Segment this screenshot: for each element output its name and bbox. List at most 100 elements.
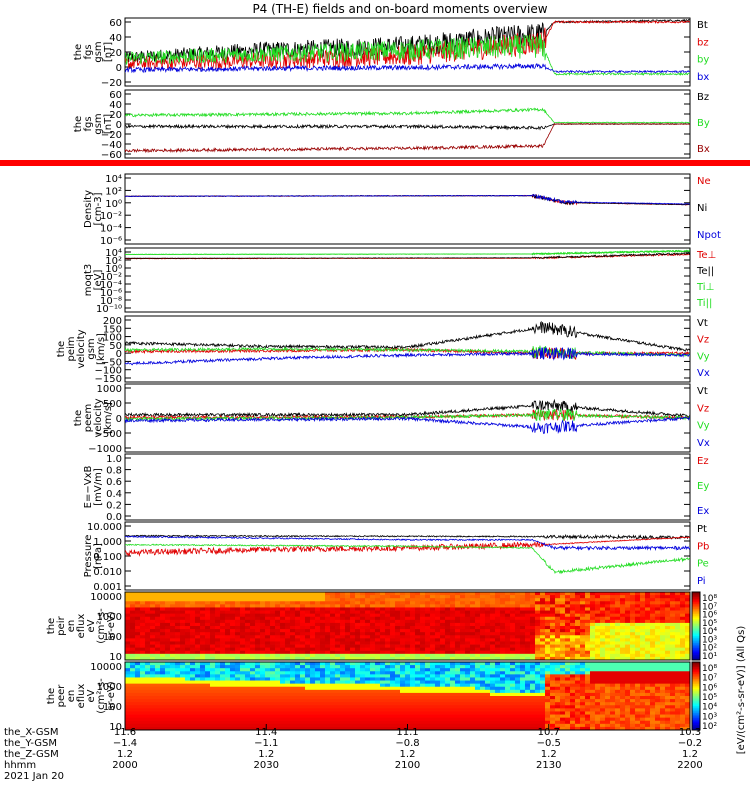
- spectrogram-cell: [340, 671, 346, 675]
- spectrogram-cell: [545, 671, 551, 675]
- spectrogram-cell: [530, 686, 536, 691]
- spectrogram-cell: [315, 671, 321, 675]
- spectrogram-cell: [480, 644, 486, 649]
- spectrogram-cell: [290, 616, 296, 621]
- spectrogram-cell: [560, 595, 566, 599]
- spectrogram-cell: [610, 674, 616, 678]
- spectrogram-cell: [430, 598, 436, 602]
- spectrogram-cell: [625, 641, 631, 645]
- spectrogram-cell: [215, 720, 221, 725]
- spectrogram-cell: [600, 692, 606, 697]
- spectrogram-cell: [215, 723, 221, 728]
- spectrogram-cell: [465, 613, 471, 618]
- spectrogram-cell: [330, 619, 336, 624]
- spectrogram-cell: [440, 638, 446, 642]
- spectrogram-cell: [675, 607, 681, 611]
- spectrogram-cell: [220, 610, 226, 615]
- spectrogram-cell: [510, 595, 516, 599]
- spectrogram-cell: [480, 717, 486, 722]
- spectrogram-cell: [545, 616, 551, 621]
- spectrogram-cell: [320, 723, 326, 728]
- spectrogram-cell: [180, 677, 186, 681]
- spectrogram-cell: [130, 711, 136, 715]
- spectrogram-cell: [245, 610, 251, 615]
- spectrogram-cell: [355, 626, 361, 630]
- spectrogram-cell: [220, 613, 226, 618]
- spectrogram-cell: [390, 616, 396, 621]
- spectrogram-cell: [400, 683, 406, 688]
- spectrogram-cell: [195, 692, 201, 697]
- spectrogram-cell: [290, 696, 296, 700]
- spectrogram-cell: [240, 592, 246, 596]
- y-tick-label: 10⁻⁶: [100, 288, 122, 299]
- spectrogram-cell: [195, 616, 201, 621]
- spectrogram-cell: [405, 683, 411, 688]
- spectrogram-cell: [205, 641, 211, 645]
- spectrogram-cell: [245, 595, 251, 599]
- spectrogram-cell: [555, 656, 561, 661]
- spectrogram-cell: [250, 705, 256, 709]
- spectrogram-cell: [605, 653, 611, 658]
- spectrogram-cell: [590, 632, 596, 636]
- spectrogram-cell: [290, 689, 296, 694]
- spectrogram-cell: [265, 656, 271, 661]
- spectrogram-cell: [225, 689, 231, 694]
- spectrogram-cell: [440, 711, 446, 715]
- colorbar-segment: [692, 600, 700, 603]
- spectrogram-cell: [375, 711, 381, 715]
- spectrogram-cell: [255, 726, 261, 731]
- spectrogram-cell: [330, 626, 336, 630]
- spectrogram-cell: [450, 689, 456, 694]
- spectrogram-cell: [290, 635, 296, 639]
- spectrogram-cell: [395, 638, 401, 642]
- spectrogram-cell: [185, 726, 191, 731]
- spectrogram-cell: [230, 647, 236, 652]
- spectrogram-cell: [140, 677, 146, 681]
- spectrogram-cell: [185, 635, 191, 639]
- spectrogram-cell: [525, 638, 531, 642]
- y-tick-label: 20: [109, 110, 122, 121]
- spectrogram-cell: [195, 711, 201, 715]
- spectrogram-cell: [565, 598, 571, 602]
- spectrogram-cell: [365, 696, 371, 700]
- spectrogram-cell: [160, 720, 166, 725]
- spectrogram-cell: [220, 607, 226, 611]
- spectrogram-cell: [495, 650, 501, 655]
- spectrogram-cell: [415, 677, 421, 681]
- spectrogram-cell: [170, 650, 176, 655]
- spectrogram-cell: [395, 665, 401, 669]
- spectrogram-cell: [330, 683, 336, 688]
- spectrogram-cell: [485, 711, 491, 715]
- spectrogram-cell: [485, 699, 491, 703]
- spectrogram-cell: [545, 653, 551, 658]
- spectrogram-cell: [525, 604, 531, 608]
- spectrogram-cell: [190, 604, 196, 608]
- spectrogram-cell: [660, 622, 666, 627]
- spectrogram-cell: [400, 626, 406, 630]
- spectrogram-cell: [475, 647, 481, 652]
- colorbar-segment: [692, 597, 700, 600]
- spectrogram-cell: [640, 641, 646, 645]
- spectrogram-cell: [435, 662, 441, 666]
- spectrogram-cell: [655, 610, 661, 615]
- spectrogram-cell: [600, 696, 606, 700]
- spectrogram-cell: [530, 604, 536, 608]
- spectrogram-cell: [155, 689, 161, 694]
- spectrogram-cell: [345, 668, 351, 672]
- spectrogram-cell: [445, 653, 451, 658]
- spectrogram-cell: [390, 598, 396, 602]
- spectrogram-cell: [330, 726, 336, 731]
- spectrogram-cell: [570, 592, 576, 596]
- spectrogram-cell: [520, 616, 526, 621]
- colorbar-segment: [692, 641, 700, 644]
- spectrogram-cell: [270, 662, 276, 666]
- spectrogram-cell: [565, 647, 571, 652]
- spectrogram-cell: [275, 671, 281, 675]
- spectrogram-cell: [415, 708, 421, 712]
- spectrogram-cell: [260, 702, 266, 706]
- spectrogram-cell: [260, 696, 266, 700]
- spectrogram-cell: [605, 708, 611, 712]
- spectrogram-cell: [275, 705, 281, 709]
- spectrogram-cell: [535, 671, 541, 675]
